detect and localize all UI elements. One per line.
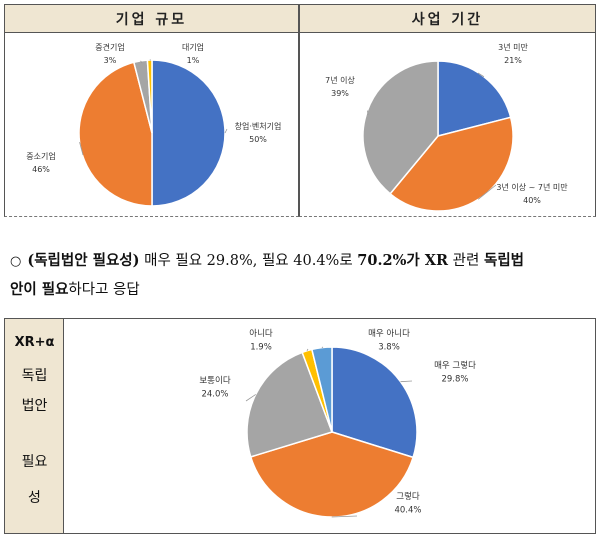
side-label-line-5: 성 [28,490,41,506]
business-period-title: 사업 기간 [300,5,595,33]
slice-value-label: 24.0% [201,390,228,400]
leader-line [79,142,84,156]
slice-label: 매우 그렇다 [434,360,476,371]
slice-value-label: 40% [523,196,541,205]
side-label-line-3: 법안 [21,398,48,414]
leader-line [245,394,256,402]
slice-value-label: 29.8% [441,375,468,385]
company-size-pie-chart: 창업·벤처기업 50% 중소기업 46% 중견기업 3% 대기업 1% [26,42,282,207]
pie-slice [146,59,153,134]
law-necessity-pie-chart: 매우 그렇다 29.8% 그렇다 40.4% 보통이다 24.0% 아니다 1.9% 매우 아니… [199,328,476,518]
leader-line [224,128,228,134]
pie-slice [78,61,153,207]
bullet-icon: ○ [10,254,22,269]
side-label-line-1: XR+α [14,335,55,350]
slice-value-label: 3.8% [378,343,400,353]
pie-slice [362,60,439,195]
slice-value-label: 46% [32,165,50,174]
summary-part-2: 매우 필요 29.8%, 필요 40.4%로 [139,253,358,269]
slice-label: 7년 이상 [325,75,355,85]
slice-label: 아니다 [249,328,273,339]
pie-slice [331,346,418,459]
law-necessity-side-label: XR+α 독립 법안 필요 성 [5,319,64,533]
company-size-panel: 기업 규모 창업·벤처기업 50% 중소기업 46% 중견기업 3% 대기업 1% [4,4,299,217]
leader-line [331,515,358,518]
leader-line [321,346,324,348]
summary-text: ○ (독립법안 필요성) 매우 필요 29.8%, 필요 40.4%로 70.2%… [10,247,596,304]
slice-value-label: 39% [331,89,349,98]
slice-value-label: 40.4% [394,506,421,516]
slice-label: 중소기업 [26,152,55,161]
pie-slice [437,60,512,137]
leader-line [306,348,309,351]
leader-line [400,380,413,383]
leader-line [367,110,369,116]
slice-label: 3년 이상 ~ 7년 미만 [496,182,568,192]
law-necessity-panel: XR+α 독립 법안 필요 성 매우 그렇다 29.8% 그렇다 40.4% 보통이다 2… [4,318,596,534]
summary-part-4: 관련 [448,253,484,269]
summary-part-5: 독립법 [483,252,525,269]
slice-value-label: 50% [249,135,267,144]
side-label-line-2: 독립 [21,368,48,384]
summary-part-1: (독립법안 필요성) [27,252,140,269]
slice-label: 창업·벤처기업 [235,121,282,131]
slice-value-label: 3% [104,56,117,65]
summary-part-3: 70.2%가 XR [357,252,449,269]
slice-label: 그렇다 [396,491,420,502]
slice-value-label: 1.9% [250,343,272,353]
leader-line [477,72,485,78]
business-period-panel: 사업 기간 3년 미만 21% 3년 이상 ~ 7년 미만 40% 7년 이상 39% [299,4,596,217]
leader-line [477,184,497,200]
slice-value-label: 21% [504,56,522,65]
slice-label: 매우 아니다 [368,328,410,339]
slice-label: 대기업 [182,43,204,52]
leader-line [140,60,143,64]
slice-label: 보통이다 [199,375,230,386]
slice-value-label: 1% [187,56,200,65]
side-label-line-4: 필요 [21,454,48,470]
pie-slice [151,59,226,207]
company-size-title: 기업 규모 [5,5,298,33]
summary-part-7: 하다고 응답 [68,282,140,298]
business-period-pie-chart: 3년 미만 21% 3년 이상 ~ 7년 미만 40% 7년 이상 39% [325,42,568,212]
slice-label: 3년 미만 [498,42,528,52]
slice-label: 중견기업 [95,42,124,52]
summary-part-6: 안이 필요 [10,281,69,298]
pie-slice [246,351,333,458]
